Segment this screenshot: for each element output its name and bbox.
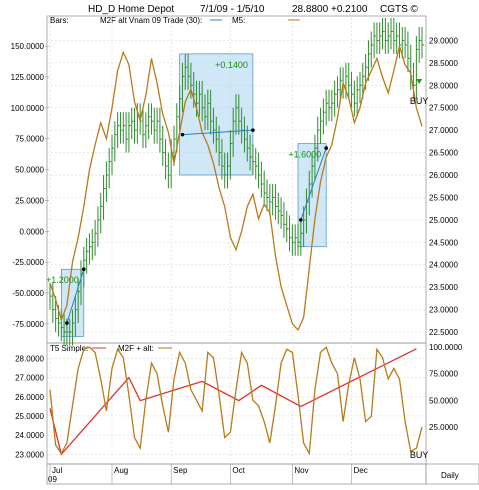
indicator-buy-signal-label: BUY [410,450,429,460]
price-tick-label: 22.5000 [429,328,458,337]
trade-profit-label: +1.2000 [46,275,79,285]
month-label: Dec [354,466,368,475]
price-tick-label: 25.0000 [429,216,458,225]
indicator-right-tick-label: 75.0000 [429,370,458,379]
legend-m2f-label: M2F + alt: [118,344,154,353]
price-tick-label: 24.5000 [429,238,458,247]
series-line-layer [49,43,423,456]
m5-tick-label: 25.0000 [15,196,44,205]
month-label: Sep [173,466,188,475]
trade-profit-label: +1.6000 [288,150,321,160]
header-change: +0.2100 [331,4,368,15]
indicator-right-tick-label: 25.0000 [429,423,458,432]
legend-trade-label: M2F alt Vnam 09 Trade (30): [100,16,202,25]
legend-bars-label: Bars: [50,16,69,25]
header-name: Home Depot [118,4,174,15]
m5-tick-label: 100.0000 [11,104,45,113]
price-tick-label: 27.0000 [429,126,458,135]
trend-line [49,348,417,456]
price-tick-label: 24.0000 [429,261,458,270]
header-symbol: HD_D [88,4,115,15]
header-price: 28.8800 [292,4,329,15]
daily-label: Daily [441,471,459,480]
trade-line [66,269,85,324]
price-tick-label: 28.0000 [429,81,458,90]
indicator-left-tick-label: 25.0000 [15,412,44,421]
buy-signal-label: BUY [410,96,429,106]
trade-exit-marker [324,146,328,150]
oscillator-line [49,345,423,456]
m5-tick-label: -25.0000 [12,258,44,267]
month-label: Nov [294,466,308,475]
indicator-left-tick-label: 27.0000 [15,374,44,383]
daily-box [425,463,479,485]
trade-entry-marker [299,218,303,222]
indicator-left-tick-label: 28.0000 [15,354,44,363]
price-tick-label: 23.0000 [429,306,458,315]
trade-line [182,129,253,136]
trade-line [300,147,327,221]
price-tick-label: 23.5000 [429,283,458,292]
m5-tick-label: 0.0000 [20,227,45,236]
price-bar-layer [49,18,424,346]
month-label: Aug [114,466,128,475]
price-tick-label: 25.5000 [429,193,458,202]
year-label: 09 [48,475,57,484]
m5-tick-label: 125.0000 [11,73,45,82]
header-source: CGTS © [380,4,419,15]
m5-tick-label: -75.0000 [12,320,44,329]
label-layer: 29.0000 28.5000 28.0000 27.5000 27.0000 26.50… [11,19,463,475]
indicator-right-tick-label: 100.0000 [429,343,463,352]
header-range: 7/1/09 - 1/5/10 [200,4,265,15]
legend-m5-label: M5: [232,16,245,25]
indicator-left-tick-label: 23.0000 [15,450,44,459]
indicator-left-tick-label: 26.0000 [15,393,44,402]
m5-tick-label: -50.0000 [12,289,44,298]
month-label: Jul [52,466,62,475]
month-label: Oct [232,466,245,475]
legend-t5-label: T5 Simple: [50,344,88,353]
indicator-left-tick-label: 24.0000 [15,431,44,440]
trade-box [179,53,254,176]
trade-profit-label: +0.1400 [215,60,248,70]
price-tick-label: 26.0000 [429,171,458,180]
m5-tick-label: 150.0000 [11,42,45,51]
trade-exit-marker [251,128,255,132]
trade-entry-marker [65,321,69,325]
trade-exit-marker [82,267,86,272]
price-tick-label: 29.0000 [429,36,458,45]
m5-tick-label: 75.0000 [15,135,44,144]
price-tick-label: 26.5000 [429,149,458,158]
price-tick-label: 27.5000 [429,104,458,113]
m5-tick-label: 50.0000 [15,166,44,175]
trade-entry-marker [180,132,185,137]
buy-signal-arrow [416,79,423,84]
m5-line [49,43,423,332]
price-tick-label: 28.5000 [429,59,458,68]
indicator-right-tick-label: 50.0000 [429,396,458,405]
